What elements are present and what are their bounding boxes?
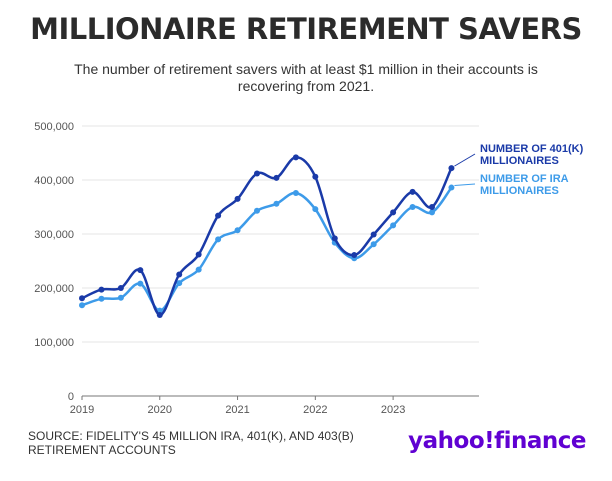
y-tick-label: 300,000: [34, 229, 74, 241]
data-point: [98, 295, 105, 302]
x-tick-label: 2023: [381, 404, 405, 416]
data-point: [448, 184, 455, 191]
grid: [82, 125, 479, 397]
series-line-1: [81, 186, 453, 312]
x-tick-label: 2022: [303, 404, 327, 416]
data-point: [351, 252, 358, 259]
data-point: [117, 285, 124, 291]
data-point: [79, 302, 85, 309]
data-point: [273, 200, 280, 207]
data-point: [137, 280, 144, 287]
data-point: [254, 170, 260, 177]
data-point: [429, 204, 435, 210]
x-tick-label: 2019: [70, 404, 94, 416]
data-point: [273, 174, 280, 181]
data-point: [215, 212, 222, 219]
yahoo-finance-logo: yahoo!finance: [408, 428, 586, 454]
chart-card: MILLIONAIRE RETIREMENT SAVERS The number…: [18, 10, 594, 472]
legend-leader: [454, 153, 476, 167]
data-point: [331, 235, 338, 242]
legend-leader: [454, 183, 476, 187]
data-point: [195, 251, 202, 258]
data-point: [137, 267, 144, 274]
data-point: [409, 204, 416, 210]
chart-subtitle: The number of retirement savers with at …: [74, 61, 538, 94]
y-tick-label: 0: [68, 391, 74, 403]
series-lines: [79, 154, 455, 318]
data-point: [292, 189, 299, 196]
legend: NUMBER OF 401(K) MILLIONAIRES NUMBER OF IR…: [454, 143, 584, 197]
data-point: [409, 188, 416, 195]
data-point: [448, 165, 455, 172]
data-point: [79, 295, 85, 302]
data-point: [390, 209, 397, 216]
x-tick-label: 2021: [225, 404, 249, 416]
data-point: [390, 222, 397, 229]
source-note: SOURCE: FIDELITY'S 45 MILLION IRA, 401(K…: [28, 429, 354, 457]
data-point: [117, 294, 124, 301]
series-line-0: [81, 156, 453, 317]
data-point: [370, 231, 377, 238]
y-tick-label: 500,000: [34, 121, 74, 133]
data-point: [312, 206, 319, 213]
data-point: [429, 209, 435, 216]
data-point: [254, 207, 260, 214]
y-tick-label: 200,000: [34, 283, 74, 295]
y-tick-label: 400,000: [34, 175, 74, 187]
y-axis-ticks: 0 100,000 200,000 300,000 400,000 500,000: [34, 121, 74, 403]
data-point: [234, 227, 241, 234]
x-tick-label: 2020: [148, 404, 172, 416]
data-point: [98, 286, 105, 293]
data-point: [215, 236, 222, 243]
data-point: [370, 241, 377, 248]
data-point: [292, 154, 299, 161]
data-point: [156, 312, 163, 318]
legend-label: NUMBER OF IRA MILLIONAIRES: [480, 173, 569, 197]
y-tick-label: 100,000: [34, 337, 74, 349]
data-point: [176, 271, 183, 278]
data-point: [234, 195, 241, 202]
data-point: [195, 266, 202, 273]
legend-label: NUMBER OF 401(K) MILLIONAIRES: [480, 143, 584, 167]
data-point: [176, 280, 183, 287]
line-chart: 0 100,000 200,000 300,000 400,000 500,000 201…: [34, 121, 584, 416]
data-point: [312, 173, 319, 180]
chart-title: MILLIONAIRE RETIREMENT SAVERS: [30, 12, 582, 46]
x-axis-ticks: 2019 2020 2021 2022 2023: [70, 396, 405, 416]
